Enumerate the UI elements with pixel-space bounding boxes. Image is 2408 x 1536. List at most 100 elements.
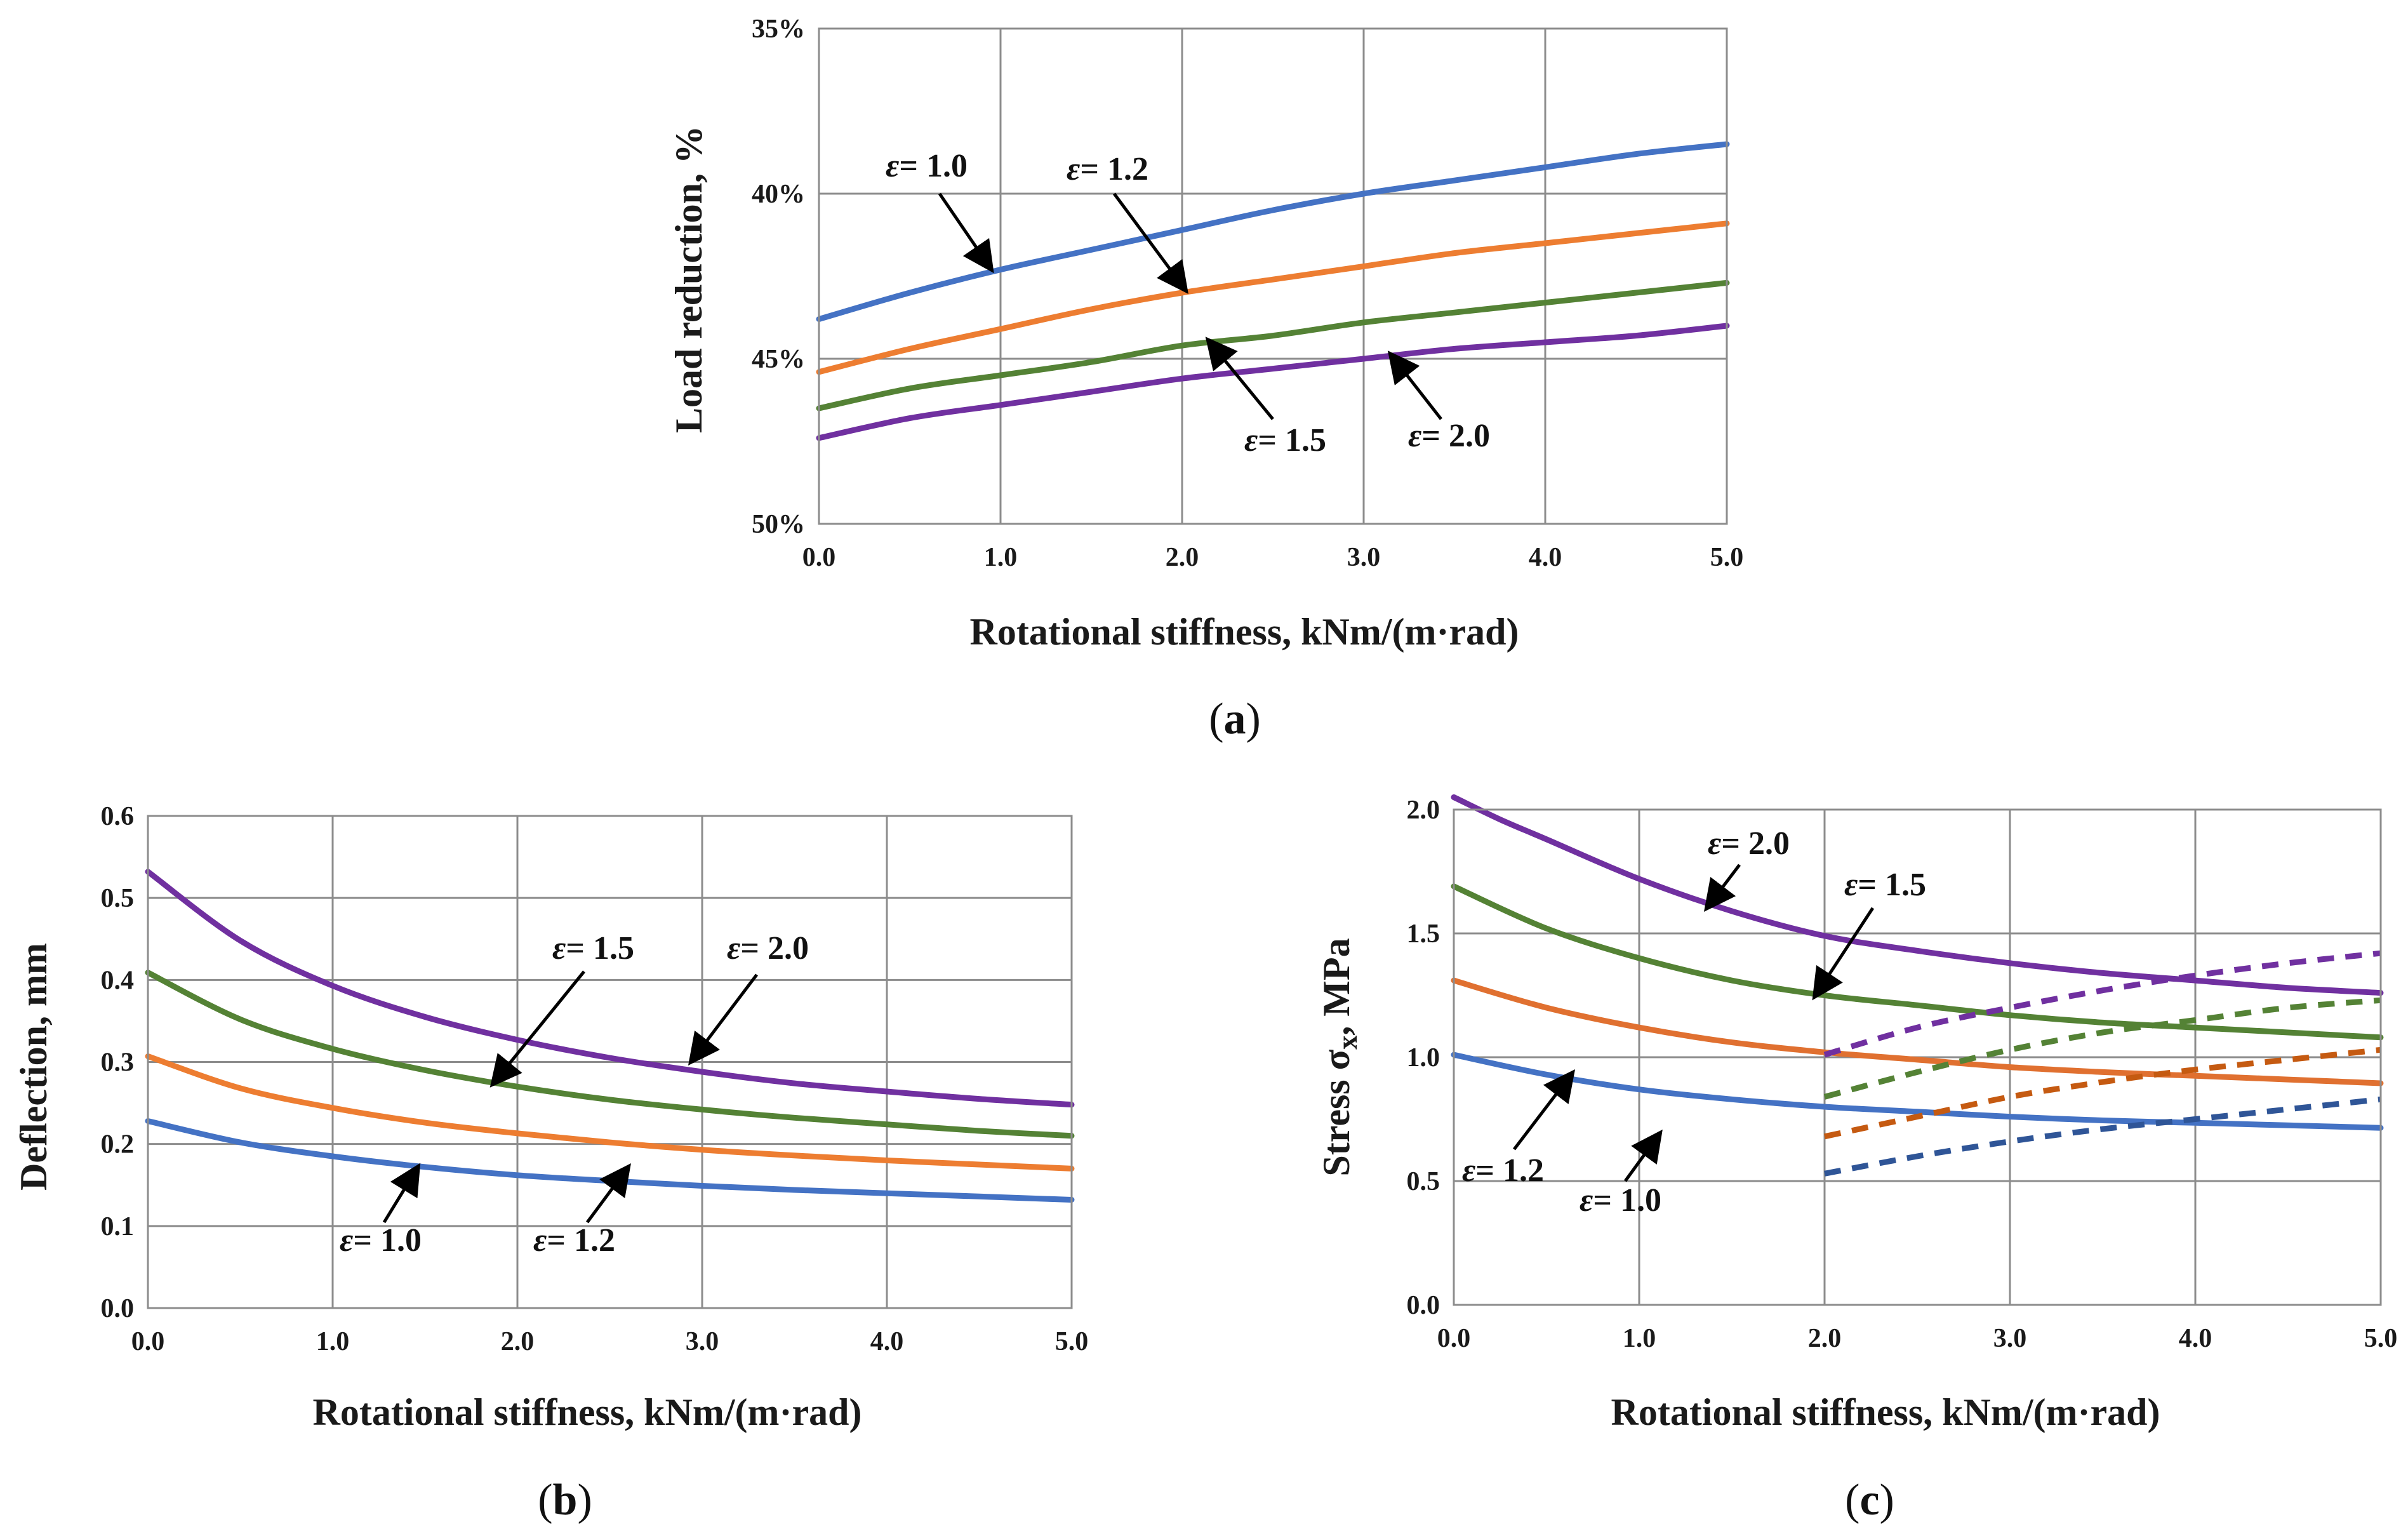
- panel-letter-c: c: [1859, 1476, 1879, 1525]
- x-ticks-c: 0.0 1.0 2.0 3.0 4.0 5.0: [1437, 1324, 2398, 1353]
- annotation-b-eps-1.2: ε= 1.2: [533, 1222, 615, 1259]
- series-line-c-3: [1451, 794, 2384, 996]
- annotation-arrow-a-2: [1112, 192, 1188, 295]
- series-group-b: [145, 869, 1075, 1203]
- annotation-arrow-a-1: [938, 192, 994, 274]
- annotation-arrow-c-4: [1623, 1129, 1663, 1182]
- x-tick-label-a-1: 1.0: [984, 543, 1018, 572]
- y-tick-label-b-1: 0.1: [101, 1212, 135, 1241]
- x-axis-label-a: Rotational stiffness, kNm/(m·rad): [970, 611, 1519, 653]
- plot-frame-a: [818, 27, 1728, 525]
- x-tick-label-c-5: 5.0: [2364, 1324, 2398, 1353]
- y-axis-label-a: Load reduction, %: [668, 126, 710, 433]
- y-axis-label-c-subscript: x: [1332, 1036, 1363, 1050]
- annotation-arrow-b-2: [688, 973, 758, 1065]
- annotation-arrow-c-3: [1513, 1069, 1576, 1151]
- annotation-arrow-a-4: [1387, 351, 1442, 420]
- x-axis-label-c: Rotational stiffness, kNm/(m·rad): [1611, 1391, 2160, 1433]
- y-tick-label-c-2: 1.0: [1407, 1043, 1440, 1072]
- x-tick-label-b-1: 1.0: [316, 1327, 350, 1356]
- annotation-arrow-c-2: [1812, 907, 1875, 1001]
- series-line-c-2: [1451, 883, 2384, 1041]
- x-tick-label-c-4: 4.0: [2179, 1324, 2212, 1353]
- series-line-c-1: [1451, 977, 2384, 1086]
- y-tick-label-b-6: 0.6: [101, 802, 135, 831]
- x-ticks-b: 0.0 1.0 2.0 3.0 4.0 5.0: [131, 1327, 1089, 1356]
- series-line-a-2: [816, 279, 1730, 411]
- x-tick-label-a-3: 3.0: [1347, 543, 1381, 572]
- series-line-c-0: [1451, 1052, 2384, 1131]
- annotation-arrow-b-3: [382, 1163, 421, 1224]
- x-tick-label-b-2: 2.0: [501, 1327, 535, 1356]
- series-group-c: [1451, 794, 2384, 1177]
- series-group-a: [816, 141, 1730, 441]
- y-tick-label-c-0: 0.0: [1407, 1291, 1440, 1320]
- y-tick-label-c-3: 1.5: [1407, 919, 1440, 949]
- x-tick-label-a-0: 0.0: [802, 543, 836, 572]
- y-tick-label-a-2: 45%: [752, 345, 805, 374]
- y-tick-label-c-4: 2.0: [1407, 796, 1440, 825]
- annotation-arrow-c-1: [1703, 864, 1741, 912]
- y-tick-label-b-3: 0.3: [101, 1048, 135, 1078]
- plot-frame-c: [1453, 808, 2382, 1306]
- y-tick-label-b-2: 0.2: [101, 1130, 135, 1159]
- x-tick-label-c-0: 0.0: [1437, 1324, 1471, 1353]
- panel-letter-a: a: [1224, 695, 1246, 744]
- series-line-c-5-dashed: [1824, 1046, 2381, 1140]
- y-tick-label-a-1: 40%: [752, 180, 805, 209]
- chart-panel-c: 0.0 1.0 2.0 3.0 4.0 5.0 0.0 0.5 1.0 1.5 2.0 Rotat…: [1315, 794, 2398, 1525]
- y-tick-label-c-1: 0.5: [1407, 1167, 1440, 1196]
- series-line-a-3: [816, 323, 1730, 441]
- annotation-c-eps-2.0: ε= 2.0: [1708, 825, 1790, 862]
- annotation-c-eps-1.2: ε= 1.2: [1462, 1152, 1544, 1189]
- x-tick-label-a-4: 4.0: [1529, 543, 1562, 572]
- panel-label-c: (c): [1845, 1476, 1894, 1525]
- annotation-arrow-a-3: [1205, 337, 1274, 420]
- panel-letter-b: b: [553, 1476, 578, 1525]
- y-tick-label-a-0: 35%: [752, 15, 805, 44]
- series-line-b-1: [145, 1053, 1075, 1172]
- series-line-a-0: [816, 141, 1730, 323]
- annotation-a-eps-2.0: ε= 2.0: [1408, 418, 1490, 454]
- y-tick-label-b-0: 0.0: [101, 1294, 135, 1323]
- y-tick-label-a-3: 50%: [752, 510, 805, 539]
- x-tick-label-c-2: 2.0: [1808, 1324, 1842, 1353]
- annotation-b-eps-1.5: ε= 1.5: [552, 930, 634, 966]
- series-line-c-4-dashed: [1824, 1096, 2381, 1177]
- series-line-b-3: [145, 869, 1075, 1108]
- series-line-c-6-dashed: [1823, 997, 2381, 1100]
- x-tick-label-b-4: 4.0: [870, 1327, 904, 1356]
- y-tick-label-b-5: 0.5: [101, 884, 135, 913]
- annotation-c-eps-1.5: ε= 1.5: [1844, 867, 1926, 903]
- series-line-b-2: [145, 970, 1075, 1139]
- x-tick-label-b-0: 0.0: [131, 1327, 165, 1356]
- y-axis-label-c: Stress σx, MPa: [1315, 938, 1363, 1176]
- annotation-a-eps-1.5: ε= 1.5: [1244, 422, 1326, 458]
- annotation-c-eps-1.0: ε= 1.0: [1580, 1182, 1661, 1219]
- x-tick-label-a-2: 2.0: [1166, 543, 1199, 572]
- x-tick-label-b-3: 3.0: [686, 1327, 719, 1356]
- x-tick-label-c-3: 3.0: [1993, 1324, 2027, 1353]
- chart-panel-b: 0.0 1.0 2.0 3.0 4.0 5.0 0.0 0.1 0.2 0.3 0.4 0.5 0.6…: [13, 802, 1088, 1525]
- annotation-a-eps-1.2: ε= 1.2: [1067, 151, 1148, 187]
- annotation-a-eps-1.0: ε= 1.0: [886, 148, 968, 184]
- annotation-arrow-b-1: [489, 970, 585, 1088]
- series-line-a-1: [816, 220, 1730, 375]
- y-ticks-b: 0.0 0.1 0.2 0.3 0.4 0.5 0.6: [101, 802, 135, 1323]
- annotation-arrow-b-4: [585, 1163, 631, 1224]
- annotation-b-eps-2.0: ε= 2.0: [727, 930, 809, 966]
- chart-panel-a: 0.0 1.0 2.0 3.0 4.0 5.0 35% 40% 45% 50% Rotation…: [668, 15, 1743, 744]
- y-tick-label-b-4: 0.4: [101, 966, 135, 995]
- panel-label-a: (a): [1209, 695, 1261, 744]
- y-ticks-c: 0.0 0.5 1.0 1.5 2.0: [1407, 796, 1440, 1320]
- y-axis-label-b: Deflection, mm: [13, 943, 55, 1191]
- x-ticks-a: 0.0 1.0 2.0 3.0 4.0 5.0: [802, 543, 1744, 572]
- y-ticks-a: 35% 40% 45% 50%: [752, 15, 805, 539]
- plot-frame-b: [147, 815, 1073, 1309]
- x-axis-label-b: Rotational stiffness, kNm/(m·rad): [313, 1391, 862, 1433]
- x-tick-label-a-5: 5.0: [1710, 543, 1744, 572]
- annotation-b-eps-1.0: ε= 1.0: [340, 1222, 422, 1259]
- series-line-c-7-dashed: [1823, 950, 2381, 1058]
- x-tick-label-b-5: 5.0: [1055, 1327, 1089, 1356]
